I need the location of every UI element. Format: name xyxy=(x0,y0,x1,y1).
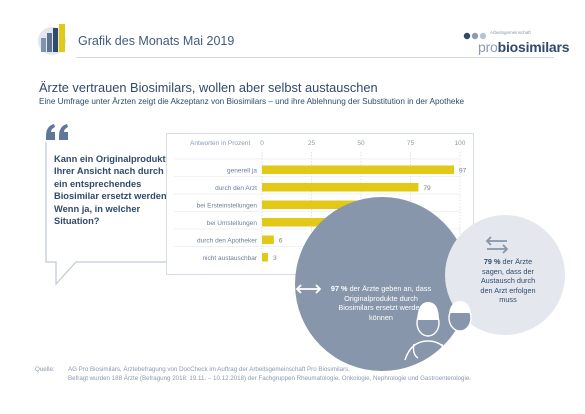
category-label: durch den Apotheker xyxy=(197,237,258,244)
headline: Ärzte vertrauen Biosimilars, wollen aber… xyxy=(39,80,378,95)
bar xyxy=(262,200,367,209)
org-name-bio: biosimilars xyxy=(497,39,570,55)
org-logo-dots xyxy=(463,32,487,40)
right-callout-text: 79 % der Ärzte sagen, dass der Austausch… xyxy=(474,257,542,305)
right-callout-percent: 79 % xyxy=(483,257,501,266)
bar-chart: Antworten in Prozent 0 25 50 75 100 generell j… xyxy=(174,140,467,264)
tick-label: 75 xyxy=(407,140,415,147)
subline: Eine Umfrage unter Ärzten zeigt die Akze… xyxy=(39,97,465,106)
category-label: nicht austauschbar xyxy=(202,255,257,262)
org-subtitle: Arbeitsgemeinschaft xyxy=(490,30,531,35)
category-label: generell ja xyxy=(227,167,257,174)
category-label: bei Umstellungen xyxy=(207,220,258,227)
source-line-2: Befragt wurden 188 Ärzte (Befragung 2018… xyxy=(68,375,472,382)
main-callout-body: der Ärzte geben an, dass Originalprodukt… xyxy=(338,284,432,322)
value-label: 6 xyxy=(279,237,283,244)
value-label: 97 xyxy=(459,167,467,174)
bar xyxy=(262,253,268,262)
main-callout-percent: 97 % xyxy=(330,284,348,293)
header-divider xyxy=(76,57,554,58)
value-label: 79 xyxy=(423,185,431,192)
org-name-pro: pro xyxy=(478,39,498,55)
month-title: Grafik des Monats Mai 2019 xyxy=(78,34,235,48)
bar xyxy=(262,218,336,227)
calendar-chart-logo-icon xyxy=(38,24,66,55)
source-line-1: AG Pro Biosimilars, Ärztebefragung von D… xyxy=(68,366,350,373)
tick-label: 0 xyxy=(260,140,264,147)
bar xyxy=(262,183,419,192)
exchange-arrows-icon xyxy=(295,284,322,294)
tick-label: 25 xyxy=(308,140,316,147)
exchange-arrows-right-icon xyxy=(485,236,509,254)
value-label: 3 xyxy=(273,255,277,262)
axis-title: Antworten in Prozent xyxy=(190,140,251,147)
right-callout-circle xyxy=(445,215,565,335)
doctors-illustration-icon xyxy=(404,301,483,361)
tick-label: 50 xyxy=(357,140,365,147)
quote-mark-icon xyxy=(46,124,68,140)
category-label: bei Ersteinstellungen xyxy=(197,202,258,209)
survey-question: Kann ein Originalprodukt Ihrer Ansicht n… xyxy=(54,154,173,227)
main-callout-text: 97 % der Ärzte geben an, dass Originalpr… xyxy=(330,284,432,322)
org-name: probiosimilars xyxy=(478,39,570,55)
tick-label: 100 xyxy=(455,140,466,147)
bar xyxy=(262,165,455,174)
category-label: durch den Arzt xyxy=(215,185,257,192)
source-label: Quelle: xyxy=(35,366,55,373)
bar xyxy=(262,235,274,244)
right-callout-body: der Ärzte sagen, dass der Austausch durc… xyxy=(480,257,536,304)
